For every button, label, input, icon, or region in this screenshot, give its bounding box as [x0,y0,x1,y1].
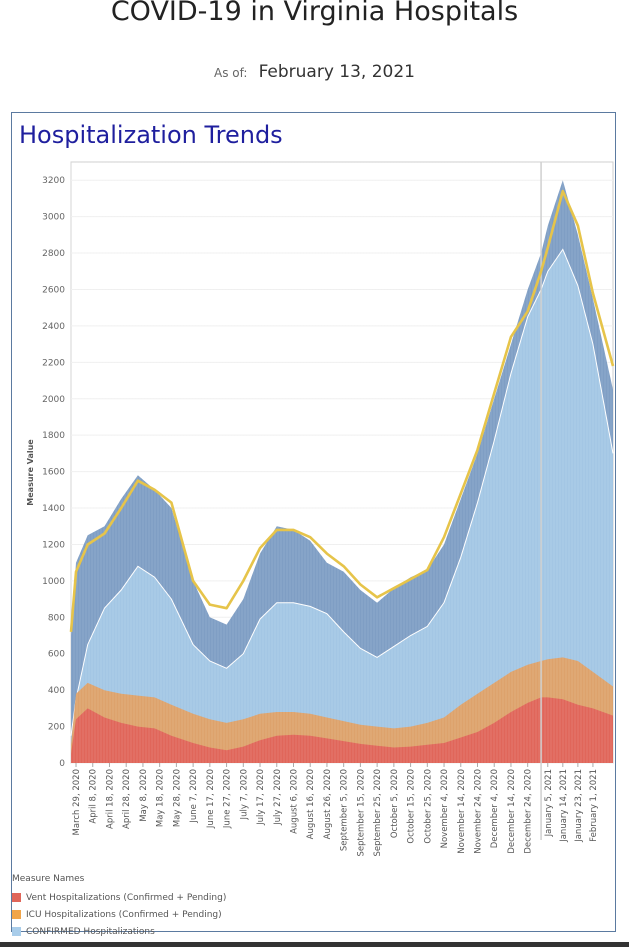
y-tick-label: 2600 [42,285,65,295]
x-tick-label: November 4, 2020 [440,769,450,848]
x-tick-label: December 4, 2020 [490,769,500,848]
legend-label-confirmed: CONFIRMED Hospitalizations [26,926,155,937]
y-tick-label: 0 [59,759,65,769]
trend-line [69,189,615,633]
x-tick-label: February 1, 2021 [589,769,599,842]
x-tick-label: September 5, 2020 [340,769,350,851]
x-tick-label: October 25, 2020 [423,769,433,844]
page-title: COVID-19 in Virginia Hospitals [110,0,519,27]
legend: Measure Names Vent Hospitalizations (Con… [12,874,226,940]
legend-label-vent: Vent Hospitalizations (Confirmed + Pendi… [26,892,227,903]
x-tick-label: December 24, 2020 [524,769,534,854]
legend-item-icu[interactable]: ICU Hospitalizations (Confirmed + Pendin… [12,906,226,923]
legend-label-icu: ICU Hospitalizations (Confirmed + Pendin… [26,909,222,920]
legend-item-confirmed[interactable]: CONFIRMED Hospitalizations [12,923,226,940]
y-tick-label: 3000 [42,213,65,223]
x-tick-label: March 29, 2020 [72,769,82,835]
hospitalization-trends-panel: Hospitalization Trends [11,112,616,932]
vent-hospitalizations-area [71,697,613,763]
x-tick-label: July 27, 2020 [273,769,283,826]
x-tick-label: May 18, 2020 [156,769,166,827]
y-tick-label: 1000 [42,577,65,587]
y-tick-label: 800 [48,613,65,623]
x-tick-label: November 14, 2020 [457,769,467,854]
as-of-row: As of: February 13, 2021 [0,62,629,82]
legend-title: Measure Names [12,874,85,884]
x-tick-label: August 26, 2020 [323,769,333,839]
x-tick-label: January 5, 2021 [544,769,554,837]
bottom-toolbar-strip [0,942,629,947]
y-tick-label: 2200 [42,358,65,368]
x-tick-label: July 17, 2020 [256,769,266,826]
x-tick-label: September 25, 2020 [373,769,383,857]
y-tick-label: 1200 [42,540,65,550]
confirmed-hospitalizations-area [71,249,613,763]
x-tick-label: September 15, 2020 [356,769,366,857]
y-tick-label: 1400 [42,504,65,514]
y-tick-label: 1600 [42,468,65,478]
hospitalization-chart: 0 200 400 600 800 1000 1200 1400 1600 1800 2000 220… [26,161,615,857]
x-tick-label: January 14, 2021 [559,769,569,843]
y-tick-label: 1800 [42,431,65,441]
x-tick-label: December 14, 2020 [507,769,517,854]
x-tick-label: June 27, 2020 [223,769,233,829]
x-tick-label: June 7, 2020 [189,769,199,824]
x-tick-label: May 8, 2020 [139,769,149,822]
x-tick-label: June 17, 2020 [206,769,216,829]
x-tick-label: January 23, 2021 [574,769,584,843]
as-of-label: As of: [214,66,248,80]
x-tick-label: August 6, 2020 [289,769,299,834]
x-tick-label: May 28, 2020 [172,769,182,827]
confirmed-hospitalizations-edge [70,248,614,736]
y-axis-label: Measure Value [26,439,35,506]
legend-swatch-confirmed [12,927,21,936]
legend-swatch-icu [12,910,21,919]
x-tick-label: April 18, 2020 [105,769,115,829]
x-tick-label: October 15, 2020 [407,769,417,844]
as-of-date: February 13, 2021 [258,62,415,82]
y-tick-label: 400 [48,686,65,696]
y-tick-label: 600 [48,650,65,660]
x-tick-label: October 5, 2020 [390,769,400,838]
legend-swatch-vent [12,893,21,902]
x-tick-label: April 8, 2020 [89,769,99,824]
y-tick-label: 3200 [42,176,65,186]
legend-item-vent[interactable]: Vent Hospitalizations (Confirmed + Pendi… [12,889,226,906]
panel-title: Hospitalization Trends [19,121,283,149]
y-tick-label: 2400 [42,322,65,332]
y-tick-label: 2800 [42,249,65,259]
x-tick-label: August 16, 2020 [306,769,316,839]
x-tick-label: November 24, 2020 [474,769,484,854]
y-tick-label: 2000 [42,395,65,405]
y-tick-label: 200 [48,723,65,733]
x-tick-label: April 28, 2020 [122,769,132,829]
x-tick-label: July 7, 2020 [239,769,249,820]
